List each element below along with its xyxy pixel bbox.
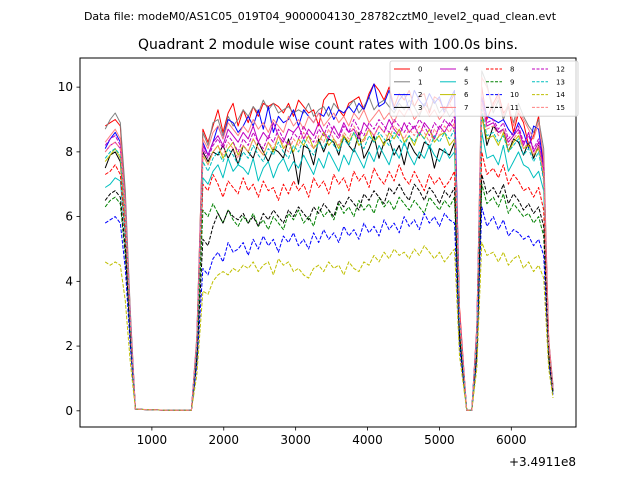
series-line-8 — [104, 151, 554, 411]
x-tick-label-3: 4000 — [352, 433, 383, 447]
legend-label-13: 13 — [556, 78, 565, 86]
x-tick-label-5: 6000 — [496, 433, 527, 447]
plot-area — [79, 57, 577, 428]
chart-title: Quadrant 2 module wise count rates with … — [138, 37, 518, 53]
legend-label-10: 10 — [510, 91, 519, 99]
x-tick-label-0: 1000 — [137, 433, 168, 447]
legend-label-7: 7 — [464, 104, 468, 112]
x-tick-label-2: 3000 — [280, 433, 311, 447]
legend-label-0: 0 — [418, 66, 422, 74]
x-tick-label-1: 2000 — [208, 433, 239, 447]
series-line-6 — [104, 115, 554, 411]
legend-label-12: 12 — [556, 66, 565, 74]
x-axis: 1000 2000 3000 4000 5000 6000 — [137, 427, 527, 447]
series-layer — [104, 70, 554, 411]
legend-label-9: 9 — [510, 78, 514, 86]
series-line-15 — [104, 102, 554, 411]
series-line-5 — [104, 131, 554, 411]
legend-label-4: 4 — [464, 66, 469, 74]
series-line-13 — [104, 109, 554, 411]
legend-box — [389, 60, 579, 117]
y-axis: 0 2 4 6 8 10 — [58, 80, 80, 418]
series-line-10 — [104, 206, 554, 411]
legend-label-14: 14 — [556, 91, 565, 99]
y-tick-label-4: 8 — [65, 145, 73, 159]
legend-label-6: 6 — [464, 91, 469, 99]
series-line-11 — [104, 174, 554, 411]
legend-label-2: 2 — [418, 91, 422, 99]
axes-frame — [79, 57, 577, 428]
series-line-12 — [104, 96, 554, 411]
x-offset-label: +3.4911e8 — [509, 455, 576, 469]
y-tick-label-0: 0 — [65, 404, 73, 418]
series-line-14 — [104, 242, 554, 411]
y-tick-label-2: 4 — [65, 274, 73, 288]
legend-label-1: 1 — [418, 78, 422, 86]
y-tick-label-1: 2 — [65, 339, 73, 353]
legend-label-8: 8 — [510, 66, 514, 74]
y-tick-label-3: 6 — [65, 210, 73, 224]
y-tick-label-5: 10 — [58, 80, 73, 94]
legend-label-15: 15 — [556, 104, 565, 112]
figure-suptitle: Data file: modeM0/AS1C05_019T04_90000041… — [84, 10, 557, 23]
legend-label-11: 11 — [510, 104, 519, 112]
series-line-4 — [104, 99, 554, 411]
legend-label-3: 3 — [418, 104, 422, 112]
x-tick-label-4: 5000 — [424, 433, 455, 447]
legend-label-5: 5 — [464, 78, 468, 86]
